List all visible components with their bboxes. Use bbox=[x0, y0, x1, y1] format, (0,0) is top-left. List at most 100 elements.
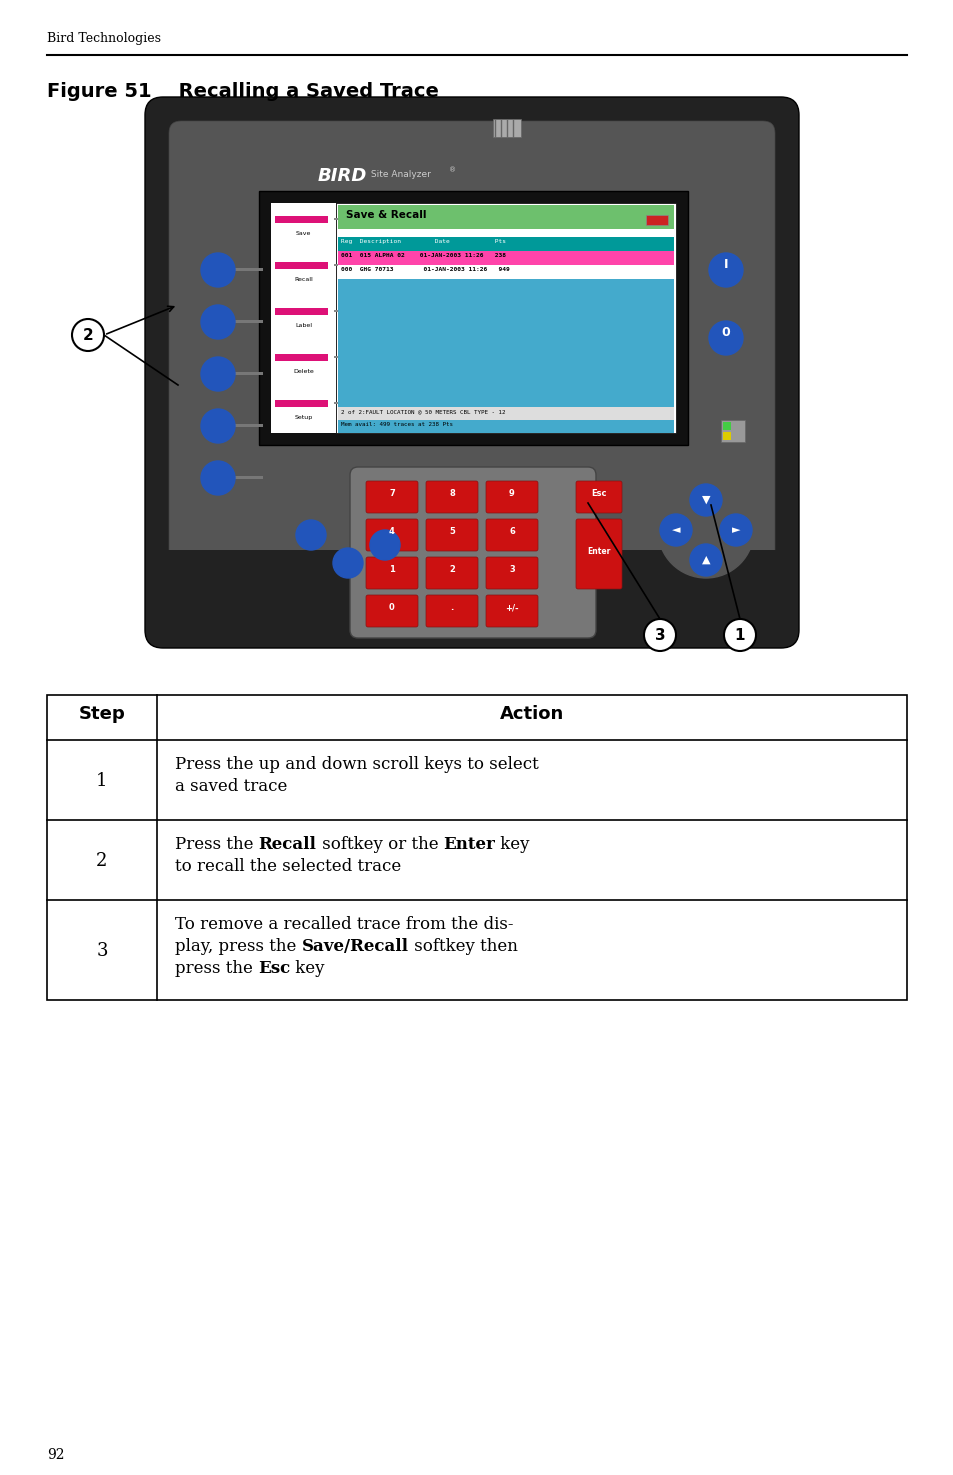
Text: 1: 1 bbox=[389, 565, 395, 574]
Text: I: I bbox=[723, 258, 727, 270]
Text: key: key bbox=[290, 960, 325, 976]
Circle shape bbox=[201, 409, 234, 442]
Bar bbox=[234, 268, 263, 271]
Bar bbox=[493, 119, 520, 137]
Bar bbox=[334, 403, 348, 404]
Text: 001  015 ALPHA 02    01-JAN-2003 11:26   238: 001 015 ALPHA 02 01-JAN-2003 11:26 238 bbox=[340, 254, 505, 258]
Text: Save/Recall: Save/Recall bbox=[301, 938, 408, 954]
Text: Label: Label bbox=[294, 323, 312, 327]
FancyBboxPatch shape bbox=[426, 558, 477, 589]
Bar bbox=[720, 420, 744, 442]
Text: Save & Recall: Save & Recall bbox=[346, 209, 426, 220]
Text: softkey or the: softkey or the bbox=[316, 836, 443, 853]
FancyBboxPatch shape bbox=[485, 481, 537, 513]
FancyBboxPatch shape bbox=[485, 594, 537, 627]
FancyBboxPatch shape bbox=[426, 481, 477, 513]
Text: Site Analyzer: Site Analyzer bbox=[368, 170, 431, 178]
Circle shape bbox=[201, 254, 234, 288]
Bar bbox=[334, 264, 348, 266]
Text: play, press the: play, press the bbox=[174, 938, 301, 954]
Circle shape bbox=[659, 513, 691, 546]
Text: ▲: ▲ bbox=[701, 555, 709, 565]
Text: a saved trace: a saved trace bbox=[174, 777, 287, 795]
FancyBboxPatch shape bbox=[145, 97, 799, 648]
Text: 3: 3 bbox=[509, 565, 515, 574]
Circle shape bbox=[689, 484, 721, 516]
Text: Esc: Esc bbox=[258, 960, 290, 976]
Circle shape bbox=[708, 254, 742, 288]
Text: 1: 1 bbox=[96, 771, 108, 791]
Text: softkey then: softkey then bbox=[408, 938, 517, 954]
Circle shape bbox=[201, 305, 234, 339]
Text: Bird Technologies: Bird Technologies bbox=[47, 32, 161, 46]
Text: to recall the selected trace: to recall the selected trace bbox=[174, 858, 401, 875]
Bar bbox=[337, 407, 673, 420]
Text: key: key bbox=[495, 836, 529, 853]
Text: Recall: Recall bbox=[258, 836, 316, 853]
Text: .: . bbox=[450, 603, 453, 612]
Text: 9: 9 bbox=[509, 490, 515, 499]
Bar bbox=[337, 205, 673, 229]
Text: Enter: Enter bbox=[443, 836, 495, 853]
Text: To remove a recalled trace from the dis-: To remove a recalled trace from the dis- bbox=[174, 916, 513, 934]
FancyBboxPatch shape bbox=[169, 121, 774, 624]
Circle shape bbox=[708, 322, 742, 355]
Circle shape bbox=[333, 549, 363, 578]
Text: Action: Action bbox=[499, 705, 563, 723]
Text: Recall: Recall bbox=[294, 277, 313, 282]
Text: 2: 2 bbox=[449, 565, 455, 574]
FancyBboxPatch shape bbox=[350, 468, 596, 639]
Text: 3: 3 bbox=[654, 627, 664, 643]
FancyBboxPatch shape bbox=[366, 558, 417, 589]
Text: 0: 0 bbox=[389, 603, 395, 612]
Bar bbox=[334, 310, 348, 313]
Text: Enter: Enter bbox=[587, 547, 610, 556]
Text: Mem avail: 499 traces at 238 Pts: Mem avail: 499 traces at 238 Pts bbox=[340, 422, 453, 426]
Bar bbox=[337, 420, 673, 434]
Text: 92: 92 bbox=[47, 1448, 65, 1462]
Text: +/-: +/- bbox=[505, 603, 518, 612]
FancyBboxPatch shape bbox=[366, 594, 417, 627]
Text: 8: 8 bbox=[449, 490, 455, 499]
Text: Press the up and down scroll keys to select: Press the up and down scroll keys to sel… bbox=[174, 757, 538, 773]
Text: 4: 4 bbox=[389, 528, 395, 537]
FancyBboxPatch shape bbox=[366, 519, 417, 552]
Bar bbox=[337, 237, 673, 251]
Text: ►: ► bbox=[731, 525, 740, 535]
Bar bbox=[258, 190, 687, 445]
Text: ▼: ▼ bbox=[701, 496, 709, 504]
Text: 2: 2 bbox=[96, 853, 108, 870]
Bar bbox=[335, 204, 676, 434]
FancyBboxPatch shape bbox=[148, 550, 795, 645]
Text: Press the: Press the bbox=[174, 836, 258, 853]
FancyBboxPatch shape bbox=[576, 519, 621, 589]
FancyBboxPatch shape bbox=[485, 519, 537, 552]
Text: Step: Step bbox=[78, 705, 125, 723]
Bar bbox=[234, 476, 263, 479]
Circle shape bbox=[720, 513, 751, 546]
FancyBboxPatch shape bbox=[426, 519, 477, 552]
Bar bbox=[274, 263, 328, 268]
Bar bbox=[334, 355, 348, 358]
Bar bbox=[722, 432, 730, 440]
Circle shape bbox=[723, 620, 755, 650]
Bar bbox=[334, 218, 348, 220]
Bar bbox=[274, 400, 328, 407]
Text: 1: 1 bbox=[734, 627, 744, 643]
FancyBboxPatch shape bbox=[576, 481, 621, 513]
Bar bbox=[337, 251, 673, 266]
FancyBboxPatch shape bbox=[485, 558, 537, 589]
Bar bbox=[274, 215, 328, 223]
Bar bbox=[274, 308, 328, 316]
Text: 2: 2 bbox=[83, 327, 93, 342]
Text: Esc: Esc bbox=[591, 490, 606, 499]
Circle shape bbox=[295, 521, 326, 550]
Circle shape bbox=[370, 530, 399, 560]
Text: ◄: ◄ bbox=[671, 525, 679, 535]
Circle shape bbox=[201, 462, 234, 496]
Text: 5: 5 bbox=[449, 528, 455, 537]
Text: Reg  Description         Date            Pts: Reg Description Date Pts bbox=[340, 239, 505, 243]
Circle shape bbox=[689, 544, 721, 577]
Text: Setup: Setup bbox=[294, 414, 313, 420]
Text: 000  GHG 70713        01-JAN-2003 11:26   949: 000 GHG 70713 01-JAN-2003 11:26 949 bbox=[340, 267, 509, 271]
